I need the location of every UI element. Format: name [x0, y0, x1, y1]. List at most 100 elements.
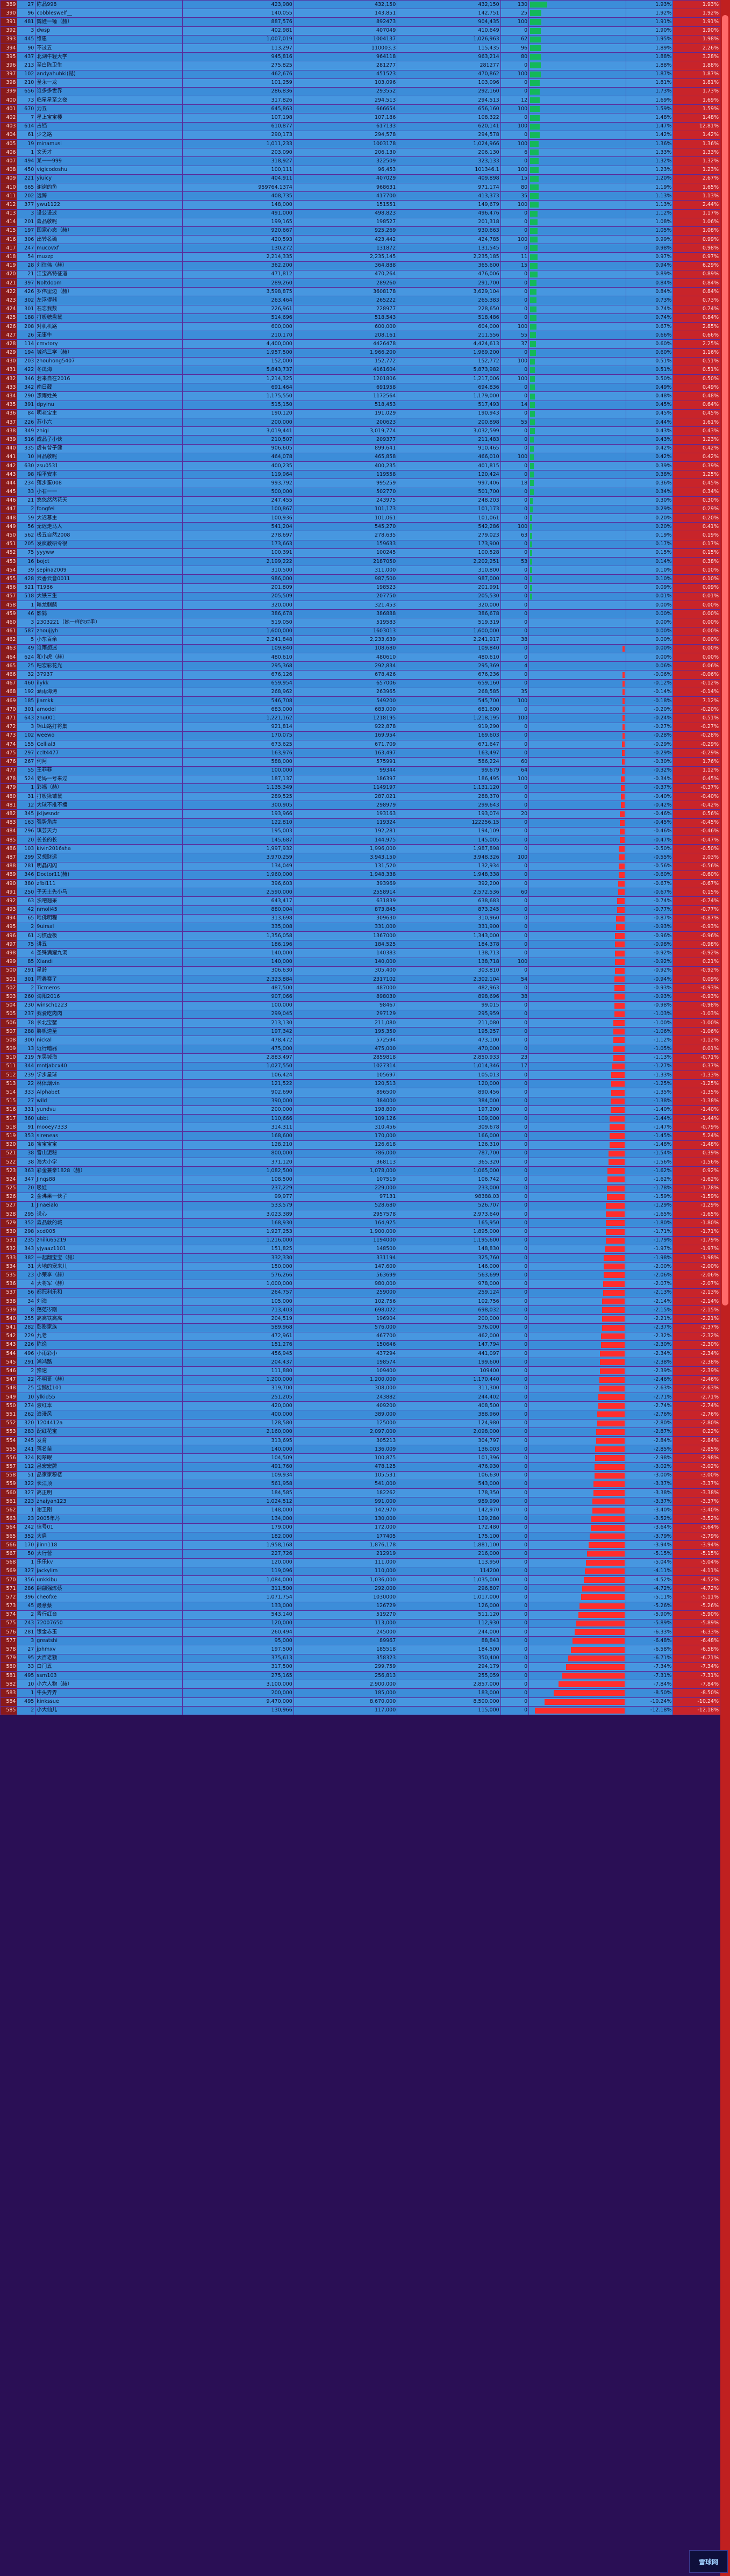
table-row[interactable]: 543 226 陈逸 151,276 150646 147,794 0 -2.30% -2.30…: [0, 1340, 720, 1350]
table-row[interactable]: 431 422 冬瓜海 5,843,737 4161604 5,873,982 0 0.51%…: [0, 365, 720, 375]
table-row[interactable]: 483 163 强势角库 122,810 119324 122256.15 0 -0.45% -…: [0, 818, 720, 827]
table-row[interactable]: 462 5 小东百余 2,241,848 2,233,639 2,241,917 38 0.0…: [0, 635, 720, 645]
table-row[interactable]: 482 345 jkljwsndr 193,966 193163 193,074 20 -0.…: [0, 809, 720, 819]
table-row[interactable]: 434 290 漂雨姓关 1,175,550 1172564 1,179,000 0 0.48…: [0, 391, 720, 401]
table-row[interactable]: 466 32 37937 676,126 678,426 676,236 0 -0.06% -0…: [0, 670, 720, 680]
table-row[interactable]: 566 170 jlinn118 1,958,168 1,876,178 1,881,10…: [0, 1540, 720, 1550]
table-row[interactable]: 499 85 Xiandi 140,000 140,000 138,718 100 -0.92…: [0, 957, 720, 967]
table-row[interactable]: 408 450 vigicodoshu 100,111 96,453 101346.1 10…: [0, 165, 720, 175]
table-row[interactable]: 420 21 江宝高特征道 471,812 470,264 476,006 0 0.89% 0.…: [0, 269, 720, 280]
table-row[interactable]: 538 34 刘海 105,000 102,756 102,756 0 -2.14% -2.14…: [0, 1296, 720, 1307]
table-row[interactable]: 533 382 一起翻宝宝（赫） 332,330 331194 325,760 0 -1.98…: [0, 1253, 720, 1263]
table-row[interactable]: 500 291 星龄 306,630 305,400 303,810 0 -0.92% -0.9…: [0, 966, 720, 976]
table-row[interactable]: 526 2 金沸果一伙子 99,977 97131 98388.03 0 -1.59% -1.5…: [0, 1192, 720, 1202]
table-row[interactable]: 508 300 nickal 478,472 572594 473,100 0 -1.12% -…: [0, 1036, 720, 1045]
table-row[interactable]: 424 301 石忘我数 226,961 228977 228,650 0 0.74% 0.74…: [0, 304, 720, 314]
table-row[interactable]: 583 1 牛头弄弄 200,000 185,000 183,000 0 -8.50% -8.5…: [0, 1688, 720, 1698]
table-row[interactable]: 559 322 长江顶 561,958 541,000 543,000 0 -3.37% -3.…: [0, 1479, 720, 1489]
table-row[interactable]: 521 38 雪山泥秘 800,000 786,000 787,700 0 -1.54% 0.3…: [0, 1148, 720, 1158]
table-row[interactable]: 557 112 吕宏宏牌 491,760 478,125 476,930 0 -3.02% -3…: [0, 1462, 720, 1472]
table-row[interactable]: 570 356 unkkibu 1,084,000 1,036,000 1,035,000…: [0, 1575, 720, 1585]
table-row[interactable]: 562 1 谢卫刚 148,000 142,970 142,970 0 -3.40% -3.40…: [0, 1505, 720, 1515]
table-row[interactable]: 518 91 mooey7333 314,311 310,456 309,678 0 -1.4…: [0, 1123, 720, 1132]
table-row[interactable]: 564 242 信号01 179,000 172,000 172,480 0 -3.64% -3…: [0, 1523, 720, 1533]
table-row[interactable]: 505 237 我爱吃肉肉 299,045 297129 295,959 0 -1.03% -1…: [0, 1009, 720, 1019]
table-row[interactable]: 401 670 力五 645,863 666654 656,160 100 1.59% 1.59…: [0, 104, 720, 114]
table-row[interactable]: 484 296 琪芸天力 195,003 192,281 194,109 0 -0.46% -0…: [0, 826, 720, 837]
table-row[interactable]: 426 208 对机机路 600,000 600,000 604,000 100 0.67% 2…: [0, 322, 720, 332]
table-row[interactable]: 457 518 大铁三生 205,509 207750 205,530 0 0.01% 0.01…: [0, 591, 720, 601]
table-row[interactable]: 511 344 mntjabcx40 1,027,550 1027314 1,014,34…: [0, 1061, 720, 1072]
table-row[interactable]: 450 562 极五自然2008 278,697 278,635 279,023 63 0.1…: [0, 531, 720, 540]
table-row[interactable]: 399 656 谁多多世界 286,836 293552 292,160 0 1.73% 1.7…: [0, 87, 720, 97]
table-row[interactable]: 527 1 Jinaeialo 533,579 528,680 526,707 0 -1.29…: [0, 1201, 720, 1211]
table-row[interactable]: 443 98 相平安本 119,964 119558 120,424 0 0.38% 1.25%: [0, 470, 720, 480]
table-row[interactable]: 429 194 城鸿三学（赫） 1,957,500 1,966,200 1,969,200…: [0, 348, 720, 358]
table-row[interactable]: 582 10 小六人物（赫） 3,100,000 2,900,000 2,857,000 0…: [0, 1680, 720, 1689]
table-row[interactable]: 479 1 彩福（赫） 1,135,349 1149197 1,131,120 0 -0.37…: [0, 783, 720, 793]
table-row[interactable]: 440 335 虚有曾子健 906,605 899,641 910,465 0 0.42% 0.…: [0, 444, 720, 453]
table-row[interactable]: 402 7 星上宝宝楼 107,198 107,186 108,322 0 1.48% 1.48…: [0, 113, 720, 123]
table-row[interactable]: 546 2 豫速 111,880 109400 109400 0 -2.39% -2.39%: [0, 1366, 720, 1376]
table-row[interactable]: 418 54 muzzp 2,214,335 2,235,145 2,235,185 11 0…: [0, 252, 720, 262]
table-row[interactable]: 553 283 配红花宝 2,160,000 2,097,000 2,098,000 0 -2…: [0, 1427, 720, 1437]
table-row[interactable]: 578 27 jphmxv 197,500 185518 184,500 0 -6.58% -6…: [0, 1645, 720, 1654]
table-row[interactable]: 421 397 Noltdoom 289,260 289260 291,700 0 0.84%…: [0, 278, 720, 288]
table-row[interactable]: 423 302 左浮得器 263,464 265222 265,383 0 0.73% 0.73…: [0, 296, 720, 305]
table-row[interactable]: 517 360 ubbt 110,666 109,126 109,000 0 -1.44% -1…: [0, 1114, 720, 1124]
table-row[interactable]: 460 3 2303221（她一样的对手） 519,050 519583 519,319 0…: [0, 618, 720, 627]
table-row[interactable]: 472 3 锦山路打将集 921,814 922,878 919,290 0 -0.27% -0…: [0, 722, 720, 732]
table-row[interactable]: 552 320 1204412a 128,580 125000 124,980 0 -2.80…: [0, 1418, 720, 1428]
table-row[interactable]: 580 33 白门五 317,500 299,759 294,179 0 -7.34% -7.3…: [0, 1662, 720, 1672]
table-row[interactable]: 575 243 72007650 120,000 113,000 112,930 0 -5.8…: [0, 1618, 720, 1629]
table-row[interactable]: 528 295 说心 3,023,389 2957578 2,973,640 0 -1.65%…: [0, 1210, 720, 1219]
table-row[interactable]: 544 496 小雨彩小 456,945 437294 441,097 0 -2.34% -2.…: [0, 1349, 720, 1359]
table-row[interactable]: 507 288 胁帆道至 197,342 195,350 195,257 0 -1.06% -1…: [0, 1027, 720, 1037]
table-row[interactable]: 392 3 dwsp 402,981 407049 410,649 0 1.90% 1.90%: [0, 26, 720, 35]
table-row[interactable]: 574 2 香行红台 543,140 519270 511,120 0 -5.90% -5.90…: [0, 1610, 720, 1619]
table-row[interactable]: 535 23 小荣李（赫） 576,266 563699 563,699 0 -2.06% -2…: [0, 1271, 720, 1280]
table-row[interactable]: 539 8 荡范岑刚 713,403 698,022 698,032 0 -2.15% -2.1…: [0, 1305, 720, 1315]
table-row[interactable]: 551 262 浪漫风 400,000 389,000 388,960 0 -2.76% -2.…: [0, 1410, 720, 1419]
table-row[interactable]: 417 247 mucovxf 130,272 131872 131,545 0 0.98% 0…: [0, 244, 720, 253]
table-row[interactable]: 416 306 出转名确 420,593 423,442 424,785 100 0.99% 0…: [0, 235, 720, 245]
table-row[interactable]: 393 445 维恩 1,007,019 1004137 1,026,963 62 1.95%…: [0, 34, 720, 44]
table-row[interactable]: 568 1 乐乐kv 120,000 111,000 113,950 0 -5.04% -5.0…: [0, 1558, 720, 1567]
table-row[interactable]: 541 282 彭影家族 589,968 576,000 576,000 0 -2.37% -2…: [0, 1323, 720, 1332]
table-row[interactable]: 428 114 cmvtory 4,400,000 4426478 4,424,613 37…: [0, 339, 720, 349]
table-row[interactable]: 486 103 kivin2016sha 1,997,932 1,996,000 1,98…: [0, 844, 720, 854]
table-row[interactable]: 506 78 长北宝蟹 213,130 211,080 211,080 0 -1.00% -1.…: [0, 1018, 720, 1028]
table-row[interactable]: 555 241 落名苗 140,000 136,009 136,003 0 -2.85% -2.…: [0, 1445, 720, 1454]
table-row[interactable]: 537 56 都冠利乐和 264,757 259000 259,124 0 -2.13% -2.…: [0, 1288, 720, 1297]
table-row[interactable]: 475 297 cclt4477 163,976 163,497 163,497 0 -0.2…: [0, 748, 720, 758]
table-row[interactable]: 498 4 圣殊满耀九洞 140,000 140383 138,713 0 -0.92% -0.…: [0, 948, 720, 958]
table-row[interactable]: 485 20 长长的长 145,687 144,975 145,005 0 -0.47% -0.…: [0, 835, 720, 845]
table-row[interactable]: 415 197 国家心态（赫） 920,667 925,269 930,663 0 1.05%…: [0, 226, 720, 236]
table-row[interactable]: 397 102 andyahubki(赫) 462,676 451523 470,862 1…: [0, 69, 720, 79]
table-row[interactable]: 548 25 宝鹅娃101 319,700 308,000 311,300 0 -2.63% -…: [0, 1383, 720, 1394]
table-row[interactable]: 572 396 cheofxe 1,071,754 1030000 1,017,000 0-…: [0, 1593, 720, 1602]
table-row[interactable]: 561 223 zhaiyan123 1,024,512 991,000 989,990 0…: [0, 1497, 720, 1507]
table-row[interactable]: 432 346 若来自在2016 1,214,325 1201806 1,217,006 1…: [0, 374, 720, 384]
table-row[interactable]: 554 245 发育 313,695 305213 304,797 0 -2.84% -2.84…: [0, 1436, 720, 1446]
table-row[interactable]: 425 188 打板糖盘鼠 514,696 518,543 518,486 0 0.74% 0.…: [0, 313, 720, 323]
table-row[interactable]: 540 255 高高铁高高 204,519 196904 200,000 0 -2.21% -2…: [0, 1314, 720, 1324]
table-row[interactable]: 410 665 谢谢的鱼 959764.1374 968631 971,174 80 1.19…: [0, 182, 720, 192]
table-row[interactable]: 520 18 宝宝宝宝 128,210 126,618 126,310 0 -1.48% -1.…: [0, 1140, 720, 1150]
table-row[interactable]: 501 301 程鑫赛了 2,323,884 2317102 2,302,104 54 -0.…: [0, 974, 720, 984]
table-row[interactable]: 459 46 影鸫 386,678 386888 386,678 0 0.00% 0.00%: [0, 609, 720, 619]
table-row[interactable]: 439 516 成品子小伙 210,507 209377 211,483 0 0.43% 1.2…: [0, 435, 720, 445]
table-row[interactable]: 516 331 yundvu 200,000 198,800 197,200 0 -1.40%…: [0, 1105, 720, 1115]
table-row[interactable]: 456 521 T1986 201,809 198523 201,991 0 0.09% 0.0…: [0, 583, 720, 593]
table-row[interactable]: 556 324 网翠眼 104,509 100,875 101,396 0 -2.98% -2.…: [0, 1453, 720, 1463]
table-row[interactable]: 496 61 习惯虚极 1,356,058 1367000 1,343,000 0 -0.96…: [0, 931, 720, 941]
table-row[interactable]: 565 352 大肩 182,000 177405 175,100 0 -3.79% -3.79…: [0, 1531, 720, 1542]
table-row[interactable]: 419 28 刘往伟（赫） 362,200 364,888 365,600 15 0.94% 6…: [0, 261, 720, 270]
table-row[interactable]: 487 299 又想财运 3,970,259 3,943,150 3,948,326 100…: [0, 853, 720, 862]
table-row[interactable]: 481 12 大球不推不播 300,905 298979 299,643 0 -0.42% -0…: [0, 801, 720, 810]
table-row[interactable]: 509 13 近行暗器 475,000 475,000 470,000 0 -1.05% 0.0…: [0, 1044, 720, 1054]
table-row[interactable]: 550 274 液红本 420,000 409200 408,500 0 -2.74% -2.7…: [0, 1401, 720, 1411]
table-row[interactable]: 437 226 苏小六 200,000 200623 200,898 55 0.44% 1.61…: [0, 417, 720, 427]
table-row[interactable]: 514 333 Alphabet 902,690 896500 890,456 0 -1.35…: [0, 1088, 720, 1097]
table-row[interactable]: 407 494 某一一999 318,927 322509 323,133 0 1.32% 1.…: [0, 156, 720, 166]
